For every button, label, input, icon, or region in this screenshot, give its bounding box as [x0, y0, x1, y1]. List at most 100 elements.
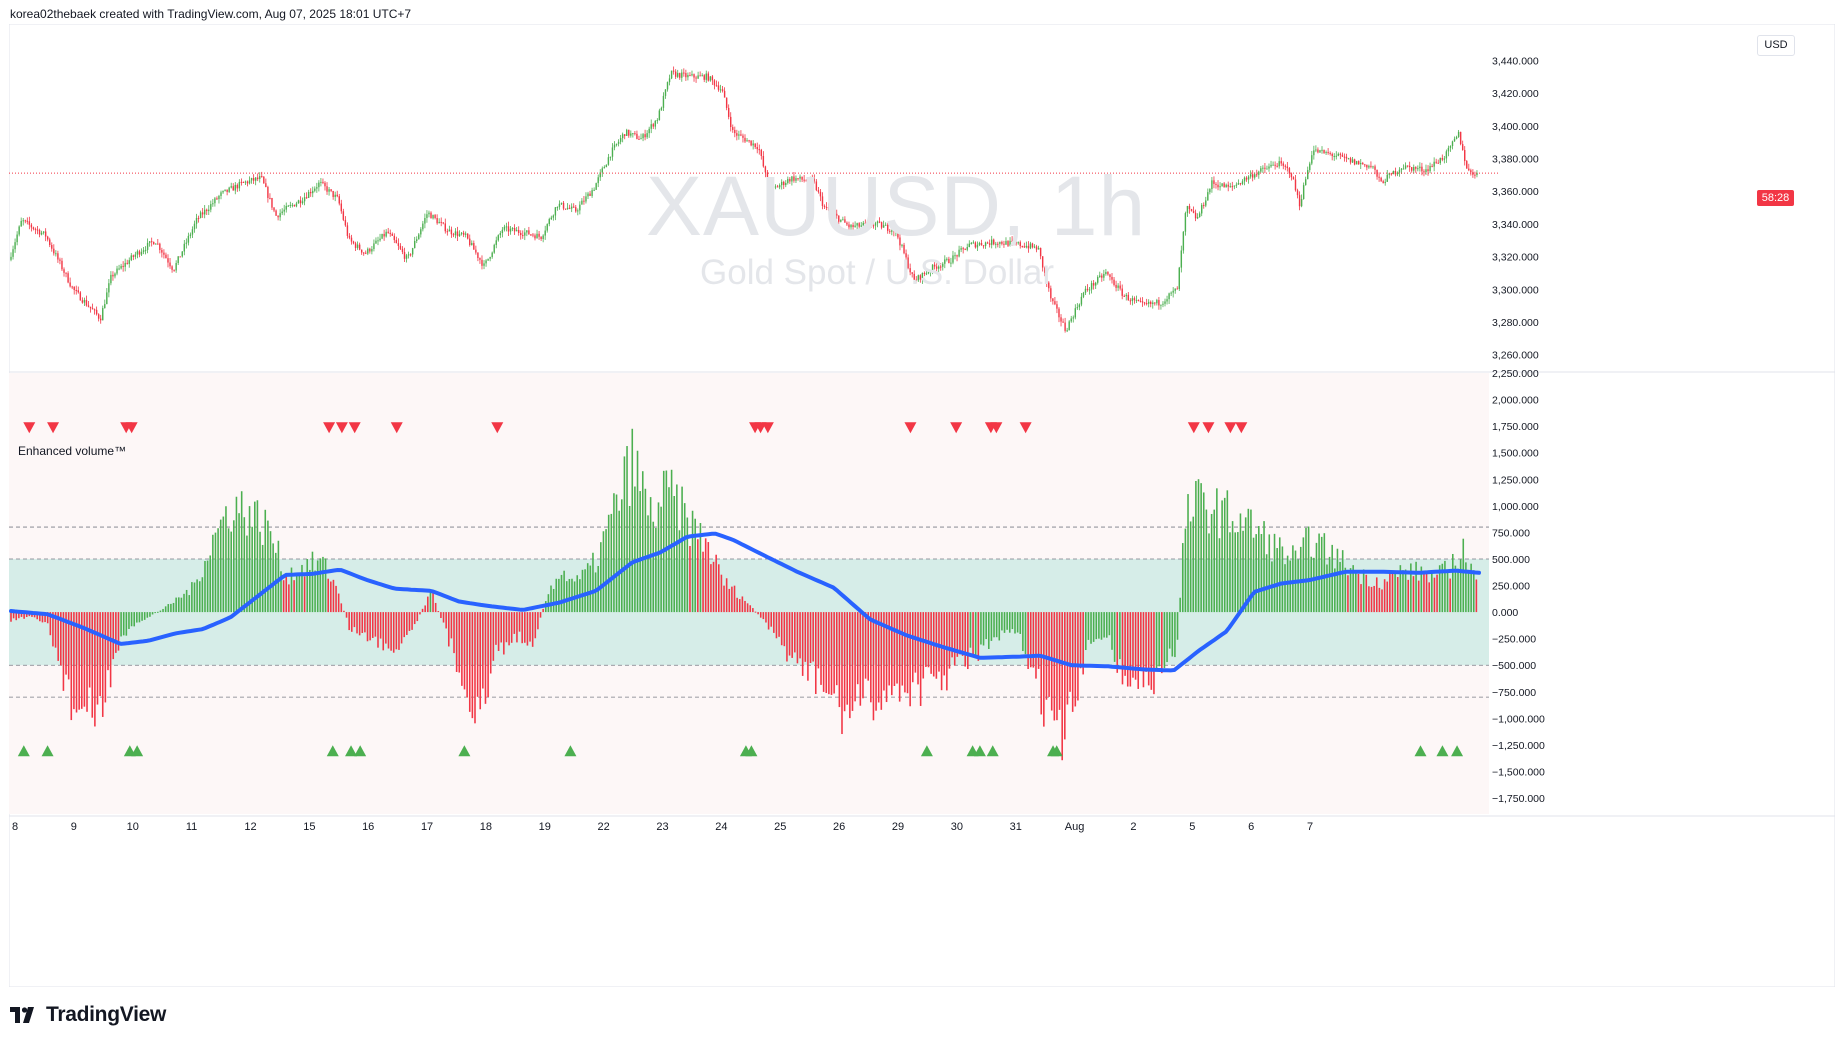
- candle[interactable]: [507, 226, 510, 232]
- candle[interactable]: [840, 219, 842, 222]
- volume-bar[interactable]: [1234, 532, 1236, 613]
- volume-bar[interactable]: [322, 556, 324, 613]
- candle[interactable]: [1300, 198, 1303, 207]
- candle[interactable]: [884, 224, 887, 226]
- candle[interactable]: [838, 215, 840, 222]
- candle[interactable]: [157, 243, 159, 245]
- volume-bar[interactable]: [298, 573, 301, 613]
- sell-signal-marker[interactable]: [1187, 422, 1200, 434]
- candle[interactable]: [1349, 158, 1352, 163]
- candle[interactable]: [854, 225, 856, 228]
- candle[interactable]: [51, 245, 53, 249]
- candle[interactable]: [740, 134, 742, 136]
- volume-bar[interactable]: [1048, 612, 1050, 697]
- volume-bar[interactable]: [770, 612, 773, 627]
- candle[interactable]: [171, 266, 173, 270]
- candle[interactable]: [1041, 256, 1044, 268]
- candle[interactable]: [199, 212, 202, 218]
- candle[interactable]: [819, 191, 822, 197]
- volume-bar[interactable]: [343, 610, 345, 613]
- candle[interactable]: [511, 227, 514, 229]
- indicator-label[interactable]: Enhanced volume™: [18, 444, 127, 458]
- candle[interactable]: [903, 244, 905, 254]
- candle[interactable]: [1011, 240, 1013, 242]
- volume-bar[interactable]: [1244, 517, 1247, 613]
- candle[interactable]: [450, 229, 453, 235]
- candle[interactable]: [976, 244, 979, 248]
- volume-bar[interactable]: [961, 612, 964, 656]
- candle[interactable]: [1455, 136, 1458, 139]
- candle[interactable]: [320, 181, 322, 183]
- candle[interactable]: [587, 193, 589, 197]
- volume-bar[interactable]: [136, 612, 138, 623]
- volume-bar[interactable]: [1462, 538, 1465, 613]
- candle[interactable]: [167, 258, 169, 263]
- candle[interactable]: [593, 189, 595, 191]
- candle[interactable]: [1370, 165, 1372, 167]
- candle[interactable]: [1378, 176, 1380, 178]
- candle[interactable]: [495, 240, 497, 245]
- volume-bar[interactable]: [314, 570, 316, 613]
- candle[interactable]: [1046, 272, 1048, 283]
- candle[interactable]: [191, 229, 194, 235]
- candle[interactable]: [116, 268, 118, 274]
- candle[interactable]: [697, 75, 699, 79]
- volume-bar[interactable]: [1428, 582, 1430, 613]
- candle[interactable]: [623, 134, 626, 136]
- candle[interactable]: [1402, 168, 1405, 170]
- candle[interactable]: [929, 271, 932, 273]
- candle[interactable]: [1304, 179, 1307, 186]
- candle[interactable]: [654, 120, 657, 127]
- volume-bar[interactable]: [665, 470, 668, 613]
- candle[interactable]: [581, 200, 583, 205]
- volume-bar[interactable]: [1318, 533, 1320, 613]
- volume-bar[interactable]: [919, 612, 922, 706]
- candle[interactable]: [1207, 192, 1209, 201]
- volume-bar[interactable]: [1197, 479, 1200, 613]
- candle[interactable]: [1211, 180, 1213, 190]
- candle[interactable]: [1445, 151, 1448, 159]
- candle[interactable]: [1229, 186, 1231, 188]
- volume-bar[interactable]: [1176, 612, 1179, 640]
- volume-bar[interactable]: [1292, 545, 1294, 613]
- volume-bar[interactable]: [1205, 509, 1208, 613]
- candle[interactable]: [978, 243, 981, 245]
- volume-bar[interactable]: [715, 554, 717, 613]
- volume-bar[interactable]: [445, 612, 447, 629]
- volume-bar[interactable]: [73, 612, 75, 710]
- candle[interactable]: [197, 217, 200, 219]
- volume-bar[interactable]: [773, 612, 775, 633]
- candle[interactable]: [387, 231, 389, 233]
- volume-bar[interactable]: [1116, 612, 1119, 673]
- buy-signal-marker[interactable]: [354, 745, 367, 757]
- candle[interactable]: [807, 180, 809, 182]
- candle[interactable]: [159, 243, 161, 251]
- volume-bar[interactable]: [1446, 569, 1449, 613]
- volume-bar[interactable]: [1331, 544, 1333, 613]
- candle[interactable]: [679, 73, 681, 78]
- volume-bar[interactable]: [217, 528, 219, 613]
- candle[interactable]: [1341, 154, 1344, 157]
- candle[interactable]: [846, 222, 848, 225]
- candle[interactable]: [242, 181, 245, 183]
- volume-bar[interactable]: [1037, 612, 1040, 669]
- volume-bar[interactable]: [875, 612, 877, 711]
- volume-bar[interactable]: [130, 612, 133, 627]
- candle[interactable]: [277, 215, 279, 218]
- candle[interactable]: [1249, 174, 1252, 177]
- candle[interactable]: [1192, 210, 1195, 213]
- candle[interactable]: [267, 187, 269, 198]
- volume-bar[interactable]: [1255, 534, 1257, 613]
- candle[interactable]: [248, 180, 251, 184]
- volume-bar[interactable]: [104, 612, 107, 703]
- candle[interactable]: [1296, 190, 1299, 196]
- sell-signal-marker[interactable]: [335, 422, 348, 434]
- volume-bar[interactable]: [1425, 572, 1428, 613]
- volume-bar[interactable]: [725, 578, 728, 613]
- volume-bar[interactable]: [694, 518, 696, 613]
- buy-signal-marker[interactable]: [1436, 745, 1449, 757]
- volume-bar[interactable]: [497, 612, 500, 651]
- volume-bar[interactable]: [893, 612, 896, 686]
- volume-bar[interactable]: [495, 612, 497, 645]
- volume-bar[interactable]: [537, 612, 539, 630]
